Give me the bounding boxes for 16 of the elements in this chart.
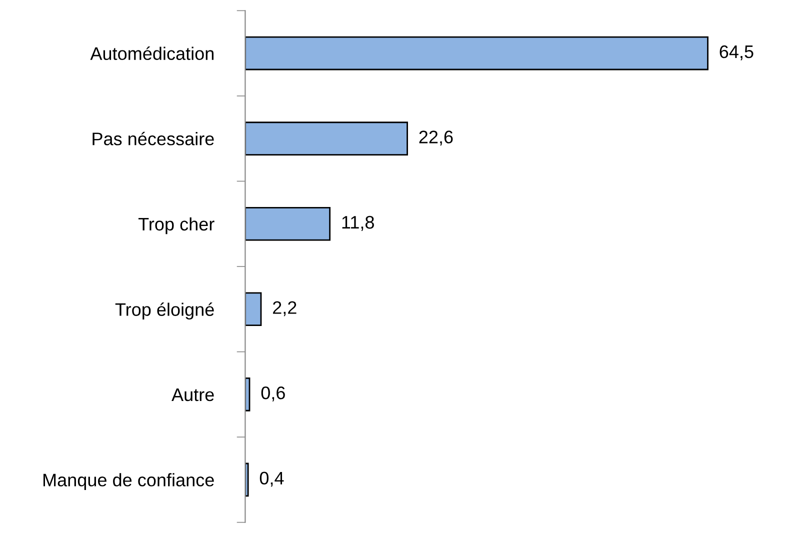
y-tick-label: Trop cher xyxy=(138,217,214,234)
y-tick-label: Manque de confiance xyxy=(43,473,214,490)
data-label: 0,4 xyxy=(260,472,284,487)
data-label: 64,5 xyxy=(720,45,754,60)
bar xyxy=(245,292,262,326)
y-tick-label: Autre xyxy=(172,388,214,402)
y-tick-label: Trop éloigné xyxy=(115,302,214,320)
data-label: 2,2 xyxy=(273,301,296,316)
bar xyxy=(245,36,708,70)
data-label: 22,6 xyxy=(419,130,453,146)
y-tick-label: Pas nécessaire xyxy=(92,132,214,146)
y-tick-label: Automédication xyxy=(90,46,214,60)
bar xyxy=(245,122,408,156)
data-label: 11,8 xyxy=(342,216,374,231)
data-label: 0,6 xyxy=(261,386,285,402)
bar xyxy=(245,206,331,241)
